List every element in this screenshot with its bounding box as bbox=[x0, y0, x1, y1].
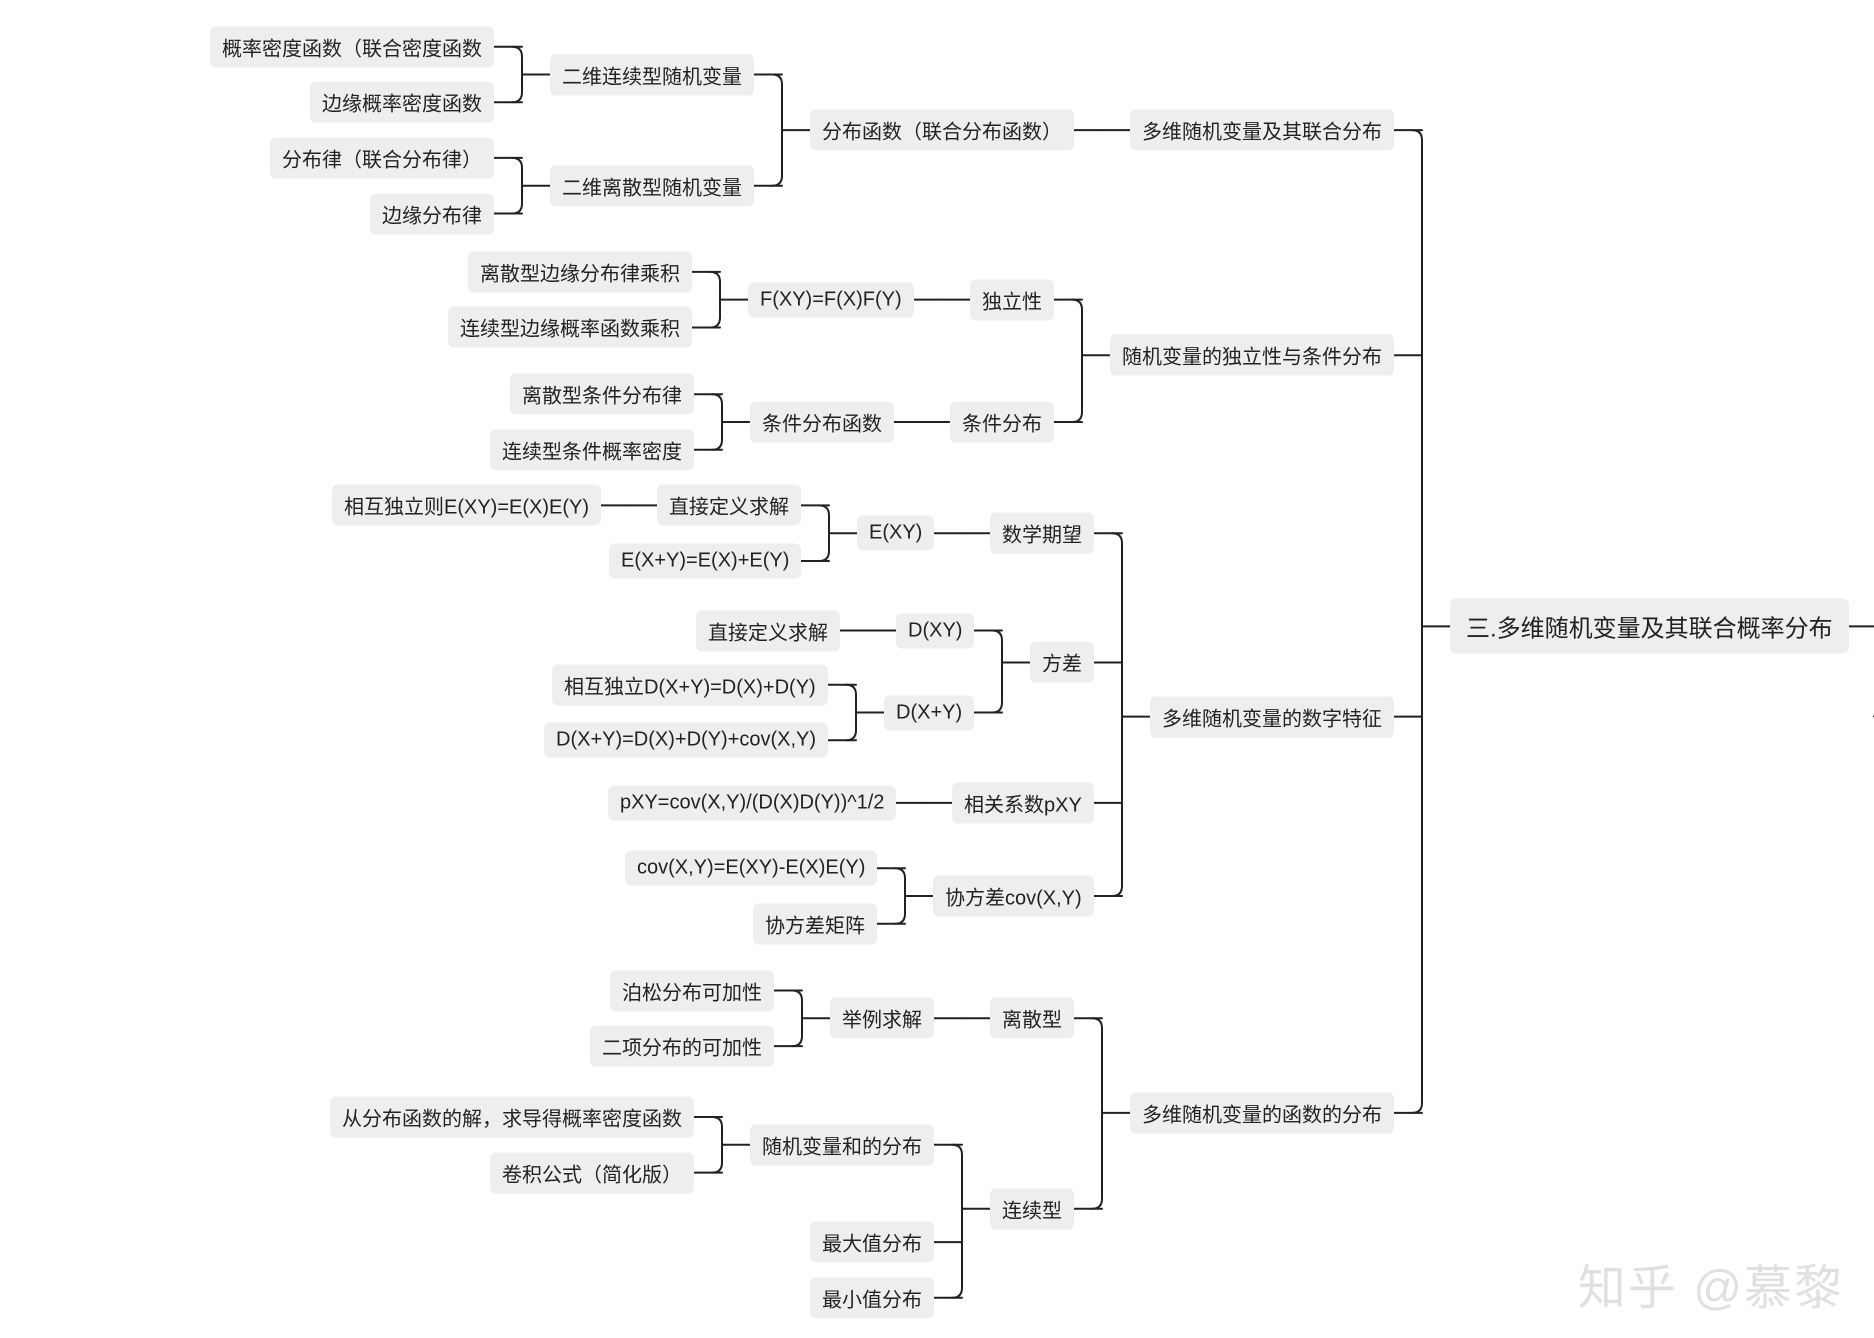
mindmap-node: 二维连续型随机变量 bbox=[550, 54, 754, 95]
mindmap-node: 边缘概率密度函数 bbox=[310, 82, 494, 123]
mindmap-node: D(X+Y) bbox=[884, 695, 974, 730]
mindmap-node: 连续型 bbox=[990, 1188, 1074, 1229]
mindmap-node: 条件分布函数 bbox=[750, 402, 894, 443]
mindmap-node: 二项分布的可加性 bbox=[590, 1026, 774, 1067]
mindmap-node: 分布函数（联合分布函数） bbox=[810, 110, 1074, 151]
mindmap-node: 条件分布 bbox=[950, 402, 1054, 443]
watermark: 知乎 @慕黎 bbox=[1578, 1248, 1844, 1318]
edge-layer bbox=[0, 0, 1874, 1338]
mindmap-node: 随机变量和的分布 bbox=[750, 1124, 934, 1165]
mindmap-node: 连续型边缘概率函数乘积 bbox=[448, 307, 692, 348]
mindmap-node: F(XY)=F(X)F(Y) bbox=[748, 282, 914, 317]
mindmap-node: 相关系数pXY bbox=[952, 782, 1094, 823]
mindmap-node: 多维随机变量的函数的分布 bbox=[1130, 1092, 1394, 1133]
mindmap-node: 三.多维随机变量及其联合概率分布 bbox=[1450, 599, 1849, 654]
mindmap-node: 分布律（联合分布律） bbox=[270, 137, 494, 178]
mindmap-canvas: 知乎 @慕黎 三.多维随机变量及其联合概率分布 多维随机变量及其联合分布 分布函数（… bbox=[0, 0, 1874, 1338]
mindmap-node: 泊松分布可加性 bbox=[610, 970, 774, 1011]
mindmap-node: 边缘分布律 bbox=[370, 193, 494, 234]
mindmap-node: pXY=cov(X,Y)/(D(X)D(Y))^1/2 bbox=[608, 785, 896, 820]
mindmap-node: E(XY) bbox=[857, 516, 934, 551]
mindmap-node: 举例求解 bbox=[830, 998, 934, 1039]
mindmap-node: D(XY) bbox=[896, 613, 974, 648]
mindmap-node: 离散型条件分布律 bbox=[510, 374, 694, 415]
mindmap-node: 最大值分布 bbox=[810, 1222, 934, 1263]
mindmap-node: 卷积公式（简化版） bbox=[490, 1152, 694, 1193]
mindmap-node: 相互独立则E(XY)=E(X)E(Y) bbox=[332, 485, 601, 526]
mindmap-node: 相互独立D(X+Y)=D(X)+D(Y) bbox=[552, 664, 828, 705]
mindmap-node: 二维离散型随机变量 bbox=[550, 165, 754, 206]
mindmap-node: D(X+Y)=D(X)+D(Y)+cov(X,Y) bbox=[544, 723, 828, 758]
mindmap-node: 最小值分布 bbox=[810, 1277, 934, 1318]
mindmap-node: 直接定义求解 bbox=[657, 485, 801, 526]
mindmap-node: 数学期望 bbox=[990, 513, 1094, 554]
mindmap-node: 协方差cov(X,Y) bbox=[933, 875, 1094, 916]
mindmap-node: 离散型 bbox=[990, 998, 1074, 1039]
mindmap-node: 从分布函数的解，求导得概率密度函数 bbox=[330, 1097, 694, 1138]
mindmap-node: 独立性 bbox=[970, 279, 1054, 320]
mindmap-node: E(X+Y)=E(X)+E(Y) bbox=[609, 544, 801, 579]
mindmap-node: 直接定义求解 bbox=[696, 610, 840, 651]
mindmap-node: 协方差矩阵 bbox=[753, 903, 877, 944]
mindmap-node: 多维随机变量及其联合分布 bbox=[1130, 110, 1394, 151]
mindmap-node: cov(X,Y)=E(XY)-E(X)E(Y) bbox=[625, 851, 877, 886]
mindmap-node: 随机变量的独立性与条件分布 bbox=[1110, 335, 1394, 376]
mindmap-node: 多维随机变量的数字特征 bbox=[1150, 696, 1394, 737]
mindmap-node: 连续型条件概率密度 bbox=[490, 429, 694, 470]
mindmap-node: 方差 bbox=[1030, 642, 1094, 683]
mindmap-node: 概率密度函数（联合密度函数 bbox=[210, 26, 494, 67]
mindmap-node: 离散型边缘分布律乘积 bbox=[468, 251, 692, 292]
